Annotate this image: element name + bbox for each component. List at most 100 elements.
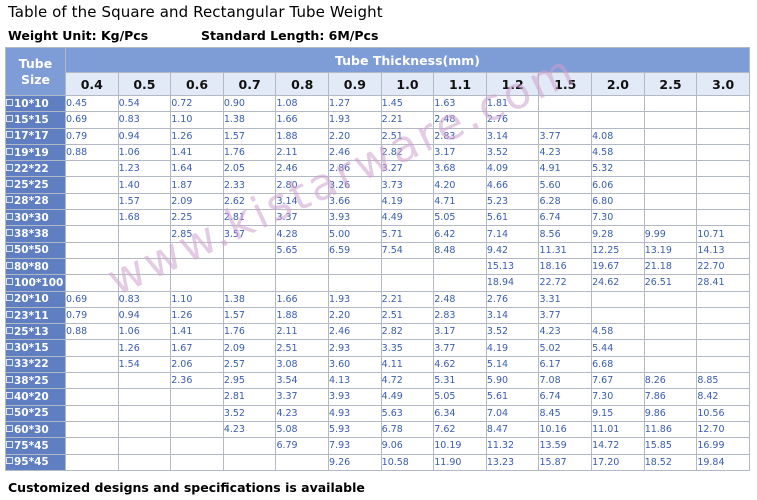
weight-cell: 4.28 [275, 225, 330, 243]
weight-cell: 5.08 [275, 420, 330, 439]
square-icon [6, 457, 13, 465]
weight-cell: 10.16 [538, 420, 593, 439]
table-row: 100*100 18.94 22.72 24.62 26.51 28.41 [5, 274, 750, 292]
weight-cell: 6.78 [380, 420, 435, 439]
weight-cell: 2.82 [380, 323, 435, 341]
thickness-header: 0.7 [222, 72, 277, 96]
table-row: 20*10 0.69 0.83 1.10 1.38 1.66 1.93 2.21 2.48 2.7… [5, 290, 750, 308]
weight-cell: 6.80 [591, 192, 645, 211]
thickness-header: 1.0 [380, 72, 435, 96]
weight-cell: 0.69 [65, 290, 119, 308]
weight-cell: 8.85 [696, 372, 750, 390]
thickness-header: 2.5 [643, 72, 698, 96]
table-row: 15*15 0.69 0.83 1.10 1.38 1.66 1.93 2.21 2.48 2.7… [5, 111, 750, 129]
weight-cell: 2.81 [222, 388, 277, 406]
standard-length: Standard Length: 6M/Pcs [201, 28, 379, 43]
weight-cell: 2.21 [380, 111, 435, 129]
weight-cell: 13.23 [485, 453, 540, 471]
weight-cell: 13.19 [643, 241, 698, 259]
weight-cell: 2.25 [170, 209, 224, 227]
thickness-header: 0.4 [65, 72, 119, 96]
weight-cell [591, 111, 645, 129]
weight-cell: 1.66 [275, 111, 330, 129]
weight-cell: 2.86 [328, 160, 382, 178]
weight-cell: 16.99 [696, 437, 750, 455]
square-icon [6, 359, 13, 367]
weight-cell [65, 257, 119, 276]
weight-cell: 11.01 [591, 420, 645, 439]
table-row: 28*28 1.57 2.09 2.62 3.14 3.66 4.19 4.71 5.23 6.2… [5, 192, 750, 211]
weight-cell [170, 388, 224, 406]
weight-cell: 7.54 [380, 241, 435, 259]
tube-size-cell: 38*25 [5, 372, 66, 390]
weight-cell [170, 453, 224, 471]
weight-cell: 4.62 [433, 355, 487, 374]
tube-size-cell: 50*25 [5, 404, 66, 422]
weight-cell: 0.45 [65, 94, 119, 113]
weight-cell: 1.57 [222, 306, 277, 325]
weight-cell: 1.88 [275, 127, 330, 145]
weight-cell: 1.41 [170, 143, 224, 162]
weight-cell: 9.06 [380, 437, 435, 455]
weight-cell: 2.06 [170, 355, 224, 374]
weight-cell [117, 420, 172, 439]
tube-size-cell: 10*10 [5, 94, 66, 113]
weight-cell [433, 274, 487, 292]
weight-cell: 5.02 [538, 339, 593, 357]
tube-size-cell: 25*25 [5, 176, 66, 194]
tube-size-cell: 23*11 [5, 306, 66, 325]
table-row: 80*80 15.13 18.16 19.67 21.18 22.70 [5, 257, 750, 276]
weight-cell: 3.14 [485, 127, 540, 145]
weight-cell [275, 257, 330, 276]
weight-cell: 3.17 [433, 323, 487, 341]
weight-cell [696, 339, 750, 357]
weight-cell: 2.82 [380, 143, 435, 162]
weight-cell: 5.32 [591, 160, 645, 178]
weight-cell: 2.20 [328, 127, 382, 145]
weight-cell: 1.40 [117, 176, 172, 194]
weight-cell: 1.57 [222, 127, 277, 145]
tube-size-label: 30*15 [14, 342, 49, 355]
weight-cell: 1.57 [117, 192, 172, 211]
weight-cell: 2.36 [170, 372, 224, 390]
weight-cell [65, 192, 119, 211]
weight-cell [433, 257, 487, 276]
weight-cell: 5.00 [328, 225, 382, 243]
weight-cell: 1.93 [328, 111, 382, 129]
weight-cell: 9.15 [591, 404, 645, 422]
tube-size-cell: 33*22 [5, 355, 66, 374]
weight-cell: 2.76 [485, 290, 540, 308]
thickness-header: 0.6 [170, 72, 224, 96]
tube-size-label: 50*25 [14, 407, 49, 420]
weight-cell: 6.79 [275, 437, 330, 455]
weight-cell: 8.45 [538, 404, 593, 422]
table-row: 10*10 0.45 0.54 0.72 0.90 1.08 1.27 1.45 1.63 1.8… [5, 94, 750, 113]
weight-cell: 2.46 [328, 323, 382, 341]
weight-cell: 5.31 [433, 372, 487, 390]
tube-size-header: Tube Size [5, 47, 66, 96]
tube-size-label: 40*20 [14, 390, 49, 403]
weight-cell [538, 111, 593, 129]
weight-cell: 4.11 [380, 355, 435, 374]
weight-cell [696, 176, 750, 194]
weight-cell [696, 290, 750, 308]
weight-cell: 1.76 [222, 323, 277, 341]
weight-cell: 1.54 [117, 355, 172, 374]
tube-size-cell: 95*45 [5, 453, 66, 471]
weight-cell: 1.26 [170, 306, 224, 325]
weight-cell: 14.72 [591, 437, 645, 455]
weight-cell: 15.85 [643, 437, 698, 455]
thickness-header: 1.2 [485, 72, 540, 96]
weight-cell: 4.19 [485, 339, 540, 357]
thickness-header: 1.1 [433, 72, 487, 96]
weight-cell: 1.67 [170, 339, 224, 357]
tube-size-label: 95*45 [14, 456, 49, 469]
weight-cell: 3.57 [222, 225, 277, 243]
weight-cell: 2.81 [222, 209, 277, 227]
weight-cell: 1.41 [170, 323, 224, 341]
weight-cell: 2.51 [275, 339, 330, 357]
weight-cell [328, 257, 382, 276]
weight-cell [275, 453, 330, 471]
weight-cell: 1.68 [117, 209, 172, 227]
weight-cell: 0.72 [170, 94, 224, 113]
